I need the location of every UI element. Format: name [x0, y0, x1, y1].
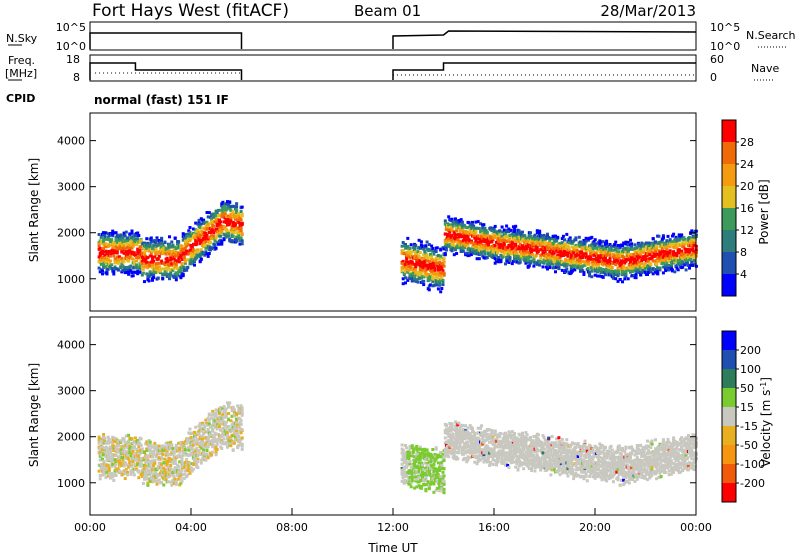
- velocity-colorbar-swatch: [722, 407, 736, 426]
- power-ylabel: Slant Range [km]: [27, 158, 41, 262]
- power-colorbar-swatch: [722, 120, 736, 142]
- velocity-colorbar-tick-label: 50: [740, 382, 754, 395]
- power-ytick-label: 4000: [57, 135, 85, 148]
- nsky-right-tick-bottom: 10^0: [710, 40, 740, 53]
- velocity-colorbar-swatch: [722, 445, 736, 464]
- power-colorbar-tick-label: 8: [740, 246, 747, 259]
- velocity-ytick-label: 2000: [57, 431, 85, 444]
- velocity-colorbar-swatch: [722, 426, 736, 445]
- nave-right-label: Nave: [751, 62, 779, 75]
- power-colorbar-swatch: [722, 208, 736, 230]
- velocity-colorbar-swatch: [722, 369, 736, 388]
- velocity-colorbar-tick-label: 200: [740, 344, 761, 357]
- nave-trace-line: [95, 72, 696, 76]
- freq-left-tick-top: 18: [66, 53, 80, 66]
- velocity-colorbar-frame: [721, 330, 737, 503]
- velocity-colorbar-tick-label: -100: [740, 458, 765, 471]
- velocity-colorbar-swatch: [722, 483, 736, 502]
- power-colorbar-swatch: [722, 252, 736, 274]
- velocity-colorbar-label: Velocity [m s-1]: [759, 377, 773, 467]
- power-ytick-label: 3000: [57, 181, 85, 194]
- power-colorbar-swatch: [722, 274, 736, 296]
- velocity-colorbar-swatch: [722, 464, 736, 483]
- power-colorbar-tick-label: 16: [740, 202, 754, 215]
- velocity-ytick-label: 3000: [57, 385, 85, 398]
- velocity-colorbar: 200 100 50 15 -15 -50 -100 -200 Velocity [m s-1…: [721, 330, 773, 503]
- velocity-colorbar-tick-label: 100: [740, 363, 761, 376]
- freq-panel: Freq. [MHz] 18 8 60 0 Nave: [5, 53, 779, 84]
- velocity-colorbar-tick-label: -15: [740, 420, 758, 433]
- velocity-ytick-label: 1000: [57, 477, 85, 490]
- power-colorbar-swatch: [722, 230, 736, 252]
- velocity-ytick-label: 4000: [57, 339, 85, 352]
- freq-trace-line: [89, 62, 696, 80]
- freq-left-tick-bottom: 8: [73, 71, 80, 84]
- xtick-label: 00:00: [74, 521, 106, 534]
- xtick-label: 12:00: [377, 521, 409, 534]
- nsky-panel: N.Sky 10^5 10^0 10^5 10^0 N.Search: [6, 21, 796, 53]
- nsky-left-tick-top: 10^5: [56, 21, 86, 34]
- freq-right-tick-top: 60: [710, 53, 724, 66]
- nsky-right-tick-top: 10^5: [710, 21, 740, 34]
- cpid-value: normal (fast) 151 IF: [94, 93, 229, 107]
- power-colorbar-tick-label: 24: [740, 158, 754, 171]
- power-colorbar-tick-label: 4: [740, 268, 747, 281]
- power-ytick-label: 1000: [57, 273, 85, 286]
- velocity-colorbar-swatch: [722, 331, 736, 350]
- xtick-label: 08:00: [276, 521, 308, 534]
- velocity-panel: 1000 2000 3000 4000 00:00 04:00 08:00 12:00 16:…: [27, 316, 712, 554]
- power-colorbar-swatch: [722, 164, 736, 186]
- nsky-trace-line: [89, 30, 697, 49]
- power-ytick-label: 2000: [57, 227, 85, 240]
- velocity-colorbar-swatch: [722, 388, 736, 407]
- velocity-colorbar-tick-label: -200: [740, 477, 765, 490]
- xtick-label: 20:00: [579, 521, 611, 534]
- velocity-ylabel: Slant Range [km]: [27, 363, 41, 467]
- xtick-label: 00:00: [680, 521, 712, 534]
- nsearch-right-label: N.Search: [746, 29, 796, 42]
- power-colorbar-tick-label: 28: [740, 136, 754, 149]
- freq-right-tick-bottom: 0: [710, 71, 717, 84]
- freq-left-label-1: Freq.: [8, 54, 35, 67]
- station-title: Fort Hays West (fitACF): [92, 1, 289, 21]
- velocity-colorbar-tick-label: 15: [740, 401, 754, 414]
- power-colorbar-swatch: [722, 186, 736, 208]
- power-colorbar: 4 8 12 16 20 24 28 Power [dB]: [721, 119, 771, 297]
- nsky-left-tick-bottom: 10^0: [56, 40, 86, 53]
- velocity-colorbar-swatch: [722, 350, 736, 369]
- date-title: 28/Mar/2013: [600, 2, 696, 20]
- cpid-label: CPID: [6, 92, 35, 105]
- power-colorbar-tick-label: 20: [740, 180, 754, 193]
- power-panel: 1000 2000 3000 4000 Slant Range [km]: [27, 112, 698, 312]
- power-colorbar-swatch: [722, 142, 736, 164]
- xtick-label: 16:00: [478, 521, 510, 534]
- power-colorbar-label: Power [dB]: [757, 179, 771, 244]
- power-colorbar-tick-label: 12: [740, 224, 754, 237]
- xtick-label: 04:00: [175, 521, 207, 534]
- xaxis-label: Time UT: [367, 541, 418, 554]
- velocity-colorbar-tick-label: -50: [740, 439, 758, 452]
- nsky-left-label: N.Sky: [6, 32, 38, 45]
- beam-title: Beam 01: [354, 2, 421, 20]
- freq-left-label-2: [MHz]: [5, 67, 37, 80]
